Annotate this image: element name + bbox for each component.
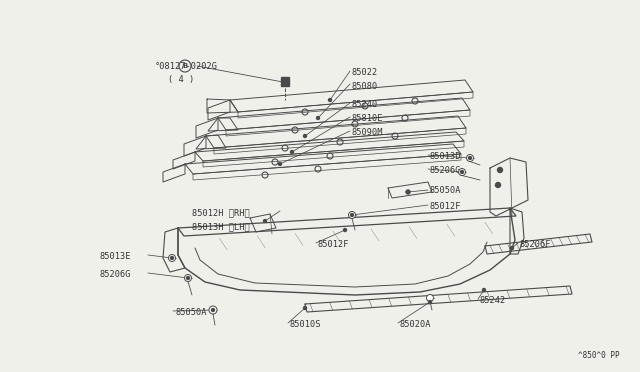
Circle shape [328, 99, 332, 102]
Text: 85012F: 85012F [318, 240, 349, 249]
Text: 85810E: 85810E [352, 114, 383, 123]
Circle shape [426, 295, 433, 301]
Text: B: B [182, 63, 188, 69]
Circle shape [264, 219, 266, 222]
Circle shape [349, 212, 355, 218]
Text: ^850^0 PP: ^850^0 PP [579, 351, 620, 360]
Circle shape [209, 306, 217, 314]
Circle shape [168, 254, 175, 262]
Text: 85050A: 85050A [430, 186, 461, 195]
Circle shape [278, 163, 282, 166]
Bar [281, 77, 289, 86]
Circle shape [461, 170, 463, 173]
Circle shape [344, 228, 346, 231]
Text: 85020A: 85020A [400, 320, 431, 329]
Circle shape [303, 135, 307, 138]
Circle shape [429, 301, 431, 304]
Text: 85013D: 85013D [430, 152, 461, 161]
Text: ( 4 ): ( 4 ) [168, 75, 195, 84]
Circle shape [468, 157, 472, 160]
Text: 85010S: 85010S [290, 320, 321, 329]
Circle shape [317, 116, 319, 119]
Circle shape [497, 167, 502, 173]
Circle shape [184, 275, 191, 282]
Circle shape [291, 151, 294, 154]
Text: 85206G: 85206G [430, 166, 461, 175]
Text: 85206F: 85206F [520, 240, 552, 249]
Circle shape [303, 307, 307, 310]
Circle shape [458, 169, 465, 176]
Circle shape [406, 190, 410, 194]
Text: 85012H 〈RH〉: 85012H 〈RH〉 [192, 208, 250, 217]
Text: 85240: 85240 [352, 100, 378, 109]
Circle shape [495, 183, 500, 187]
Circle shape [170, 257, 173, 260]
Circle shape [211, 308, 214, 311]
Text: °08127-0202G: °08127-0202G [155, 62, 218, 71]
Circle shape [186, 276, 189, 279]
Text: 85022: 85022 [352, 68, 378, 77]
Text: 85013H 〈LH〉: 85013H 〈LH〉 [192, 222, 250, 231]
Circle shape [406, 190, 410, 193]
Circle shape [511, 247, 513, 250]
Text: 85080: 85080 [352, 82, 378, 91]
Circle shape [483, 289, 486, 292]
Text: 85013E: 85013E [100, 252, 131, 261]
Text: 85050A: 85050A [175, 308, 207, 317]
Text: 85012F: 85012F [430, 202, 461, 211]
Text: 85090M: 85090M [352, 128, 383, 137]
Text: 85242: 85242 [480, 296, 506, 305]
Circle shape [467, 154, 474, 161]
Text: 85206G: 85206G [100, 270, 131, 279]
Circle shape [351, 214, 353, 217]
